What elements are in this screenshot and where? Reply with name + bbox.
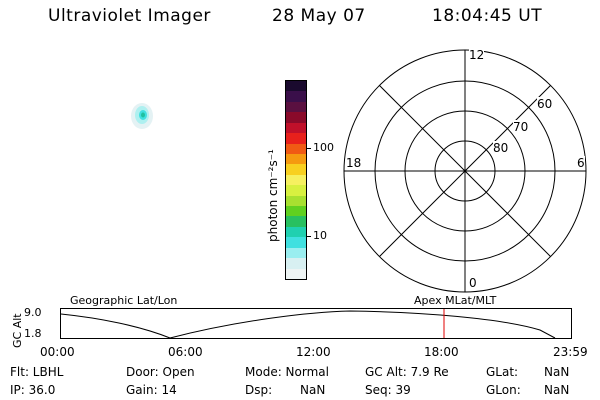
colorbar-segment <box>286 122 306 134</box>
colorbar-segment <box>286 185 306 196</box>
gc-alt-status: GC Alt: 7.9 Re <box>365 365 449 379</box>
glon-label: GLon: <box>486 383 521 397</box>
polar-grid <box>343 49 587 293</box>
mlt-label-12: 12 <box>469 48 485 62</box>
time-label: 18:04:45 UT <box>432 6 543 26</box>
date-label: 28 May 07 <box>272 6 366 26</box>
filter-status: Flt: LBHL <box>10 365 64 379</box>
dsp-label: Dsp: <box>245 383 273 397</box>
door-status: Door: Open <box>126 365 195 379</box>
colorbar-segment <box>286 237 306 248</box>
timeline-xtick-0600: 06:00 <box>168 345 203 359</box>
colorbar-segment <box>286 143 306 154</box>
colorbar-tick-10: 10 <box>313 229 327 242</box>
colorbar-segment <box>286 195 306 207</box>
auroral-image-blob <box>131 103 153 129</box>
timeline-xtick-1200: 12:00 <box>296 345 331 359</box>
dsp-value: NaN <box>300 383 326 397</box>
colorbar-tick-mark <box>306 148 311 149</box>
colorbar-segment <box>286 206 306 217</box>
mlt-label-18: 18 <box>346 156 362 170</box>
mlt-label-0: 0 <box>469 276 477 290</box>
colorbar-segment <box>286 226 306 238</box>
lat-label-70: 70 <box>513 120 529 134</box>
glon-value: NaN <box>544 383 570 397</box>
colorbar-segment <box>286 164 306 175</box>
colorbar-segment <box>286 153 306 165</box>
colorbar-segment <box>286 112 306 123</box>
glat-value: NaN <box>544 365 570 379</box>
lat-label-60: 60 <box>537 97 553 111</box>
colorbar-segment <box>286 133 306 144</box>
geographic-label: Geographic Lat/Lon <box>70 294 178 307</box>
seq-status: Seq: 39 <box>365 383 411 397</box>
timeline-plot <box>60 308 572 339</box>
lat-label-80: 80 <box>493 141 509 155</box>
colorbar-tick-100: 100 <box>313 141 334 154</box>
colorbar-segment <box>286 258 306 269</box>
colorbar-tick-mark <box>306 236 311 237</box>
colorbar-segment <box>286 268 306 280</box>
timeline-xtick-0000: 00:00 <box>40 345 75 359</box>
timeline-ytick-low: 1.8 <box>24 327 42 340</box>
gain-status: Gain: 14 <box>126 383 177 397</box>
timeline-xtick-2359: 23:59 <box>553 345 588 359</box>
colorbar-segment <box>286 174 306 186</box>
ip-status: IP: 36.0 <box>10 383 56 397</box>
timeline-axis-label: GC Alt <box>11 313 24 348</box>
colorbar <box>285 80 307 280</box>
colorbar-segment <box>286 101 306 113</box>
colorbar-segment <box>286 247 306 259</box>
timeline-xtick-1800: 18:00 <box>424 345 459 359</box>
instrument-title: Ultraviolet Imager <box>48 6 211 26</box>
colorbar-segment <box>286 81 306 92</box>
glat-label: GLat: <box>486 365 519 379</box>
mode-status: Mode: Normal <box>245 365 329 379</box>
mlt-label-6: 6 <box>577 156 585 170</box>
colorbar-segment <box>286 216 306 227</box>
apex-label: Apex MLat/MLT <box>414 294 497 307</box>
colorbar-segment <box>286 91 306 102</box>
colorbar-unit-label: photon cm⁻²s⁻¹ <box>266 149 280 242</box>
timeline-ytick-high: 9.0 <box>24 306 42 319</box>
